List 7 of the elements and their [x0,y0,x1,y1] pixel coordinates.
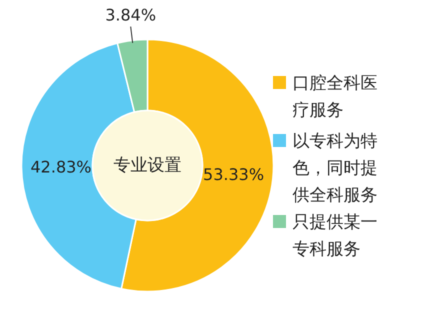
legend-label: 以专科为特色，同时提供全科服务 [292,132,378,206]
data-label: 42.83% [30,157,92,176]
legend-label: 只提供某一专科服务 [292,212,378,260]
data-label: 3.84% [105,6,156,25]
legend-label: 口腔全科医疗服务 [292,74,378,120]
text: 专业设置 [114,156,182,176]
data-label: 53.33% [203,165,264,184]
